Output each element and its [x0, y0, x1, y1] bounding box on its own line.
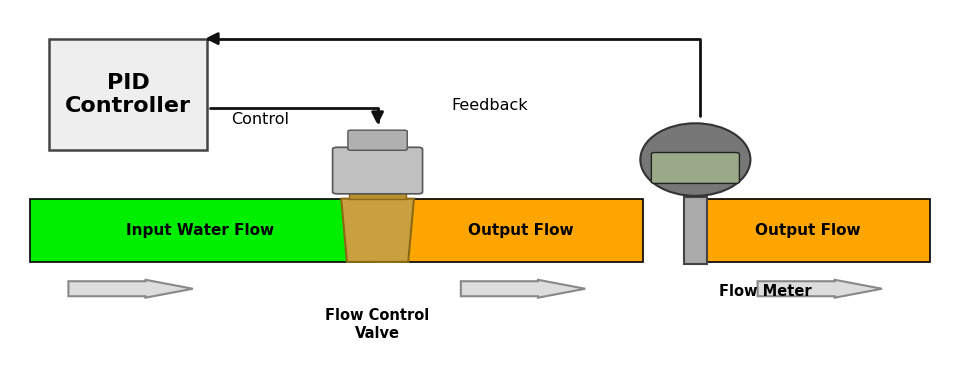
Polygon shape: [341, 199, 414, 262]
Text: Control: Control: [231, 112, 289, 127]
FancyBboxPatch shape: [651, 153, 739, 183]
Text: Feedback: Feedback: [451, 98, 528, 113]
Polygon shape: [68, 280, 193, 298]
FancyBboxPatch shape: [49, 39, 207, 150]
Bar: [684, 197, 707, 264]
Bar: [348, 192, 406, 199]
Ellipse shape: [640, 123, 751, 196]
Polygon shape: [461, 280, 586, 298]
Text: Input Water Flow: Input Water Flow: [126, 223, 274, 238]
FancyBboxPatch shape: [332, 147, 422, 194]
FancyBboxPatch shape: [348, 130, 407, 150]
Text: Output Flow: Output Flow: [755, 223, 861, 238]
Text: PID
Controller: PID Controller: [65, 73, 191, 116]
Text: Output Flow: Output Flow: [468, 223, 573, 238]
Bar: [30, 199, 370, 262]
Text: Flow Meter: Flow Meter: [719, 284, 812, 299]
Bar: [398, 199, 643, 262]
Polygon shape: [757, 280, 882, 298]
Bar: [685, 199, 930, 262]
Text: Flow Control
Valve: Flow Control Valve: [325, 308, 430, 340]
